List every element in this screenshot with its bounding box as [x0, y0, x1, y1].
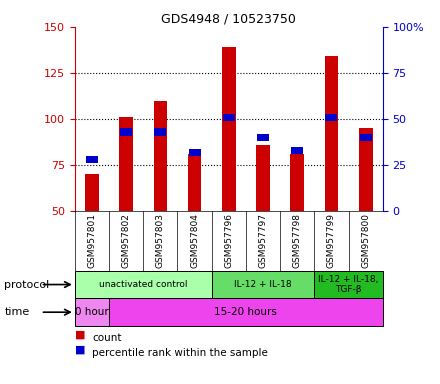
- Bar: [154, 101, 167, 211]
- Text: ■: ■: [75, 345, 85, 355]
- Bar: [212, 271, 314, 298]
- Bar: [222, 47, 236, 211]
- Bar: [256, 145, 270, 211]
- Bar: [75, 271, 212, 298]
- Title: GDS4948 / 10523750: GDS4948 / 10523750: [161, 13, 296, 26]
- Text: GSM957800: GSM957800: [361, 214, 370, 268]
- Bar: [189, 149, 201, 156]
- Bar: [86, 156, 98, 163]
- Text: GSM957799: GSM957799: [327, 214, 336, 268]
- Text: 0 hour: 0 hour: [75, 307, 109, 317]
- Text: 15-20 hours: 15-20 hours: [214, 307, 277, 317]
- Bar: [359, 128, 373, 211]
- Bar: [75, 298, 109, 326]
- Text: IL-12 + IL-18: IL-12 + IL-18: [234, 280, 292, 289]
- Bar: [257, 134, 269, 141]
- Bar: [188, 154, 202, 211]
- Bar: [154, 128, 166, 136]
- Text: count: count: [92, 333, 122, 343]
- Bar: [223, 114, 235, 121]
- Text: ■: ■: [75, 329, 85, 339]
- Text: GSM957802: GSM957802: [121, 214, 131, 268]
- Bar: [290, 154, 304, 211]
- Bar: [325, 56, 338, 211]
- Bar: [120, 128, 132, 136]
- Text: percentile rank within the sample: percentile rank within the sample: [92, 348, 268, 358]
- Text: GSM957801: GSM957801: [88, 214, 96, 268]
- Text: unactivated control: unactivated control: [99, 280, 187, 289]
- Bar: [314, 271, 383, 298]
- Text: GSM957798: GSM957798: [293, 214, 302, 268]
- Text: protocol: protocol: [4, 280, 50, 290]
- Text: IL-12 + IL-18,
TGF-β: IL-12 + IL-18, TGF-β: [319, 275, 379, 294]
- Bar: [119, 117, 133, 211]
- Text: GSM957803: GSM957803: [156, 214, 165, 268]
- Bar: [326, 114, 337, 121]
- Bar: [291, 147, 303, 154]
- Bar: [85, 174, 99, 211]
- Text: GSM957804: GSM957804: [190, 214, 199, 268]
- Text: time: time: [4, 307, 29, 317]
- Text: GSM957796: GSM957796: [224, 214, 233, 268]
- Bar: [360, 134, 372, 141]
- Text: GSM957797: GSM957797: [259, 214, 268, 268]
- Bar: [109, 298, 383, 326]
